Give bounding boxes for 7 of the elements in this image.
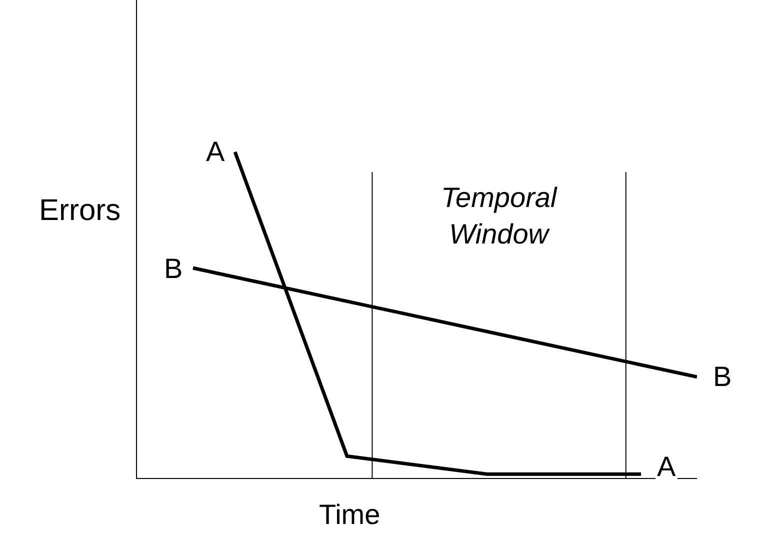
text: A — [657, 451, 676, 482]
series-label: B — [164, 253, 183, 284]
x-axis-title: Time — [319, 499, 380, 530]
annotation: Temporal Window — [441, 182, 558, 250]
text: B — [713, 361, 732, 392]
y-axis-title: Errors — [39, 194, 121, 227]
series-label: A — [206, 136, 225, 167]
